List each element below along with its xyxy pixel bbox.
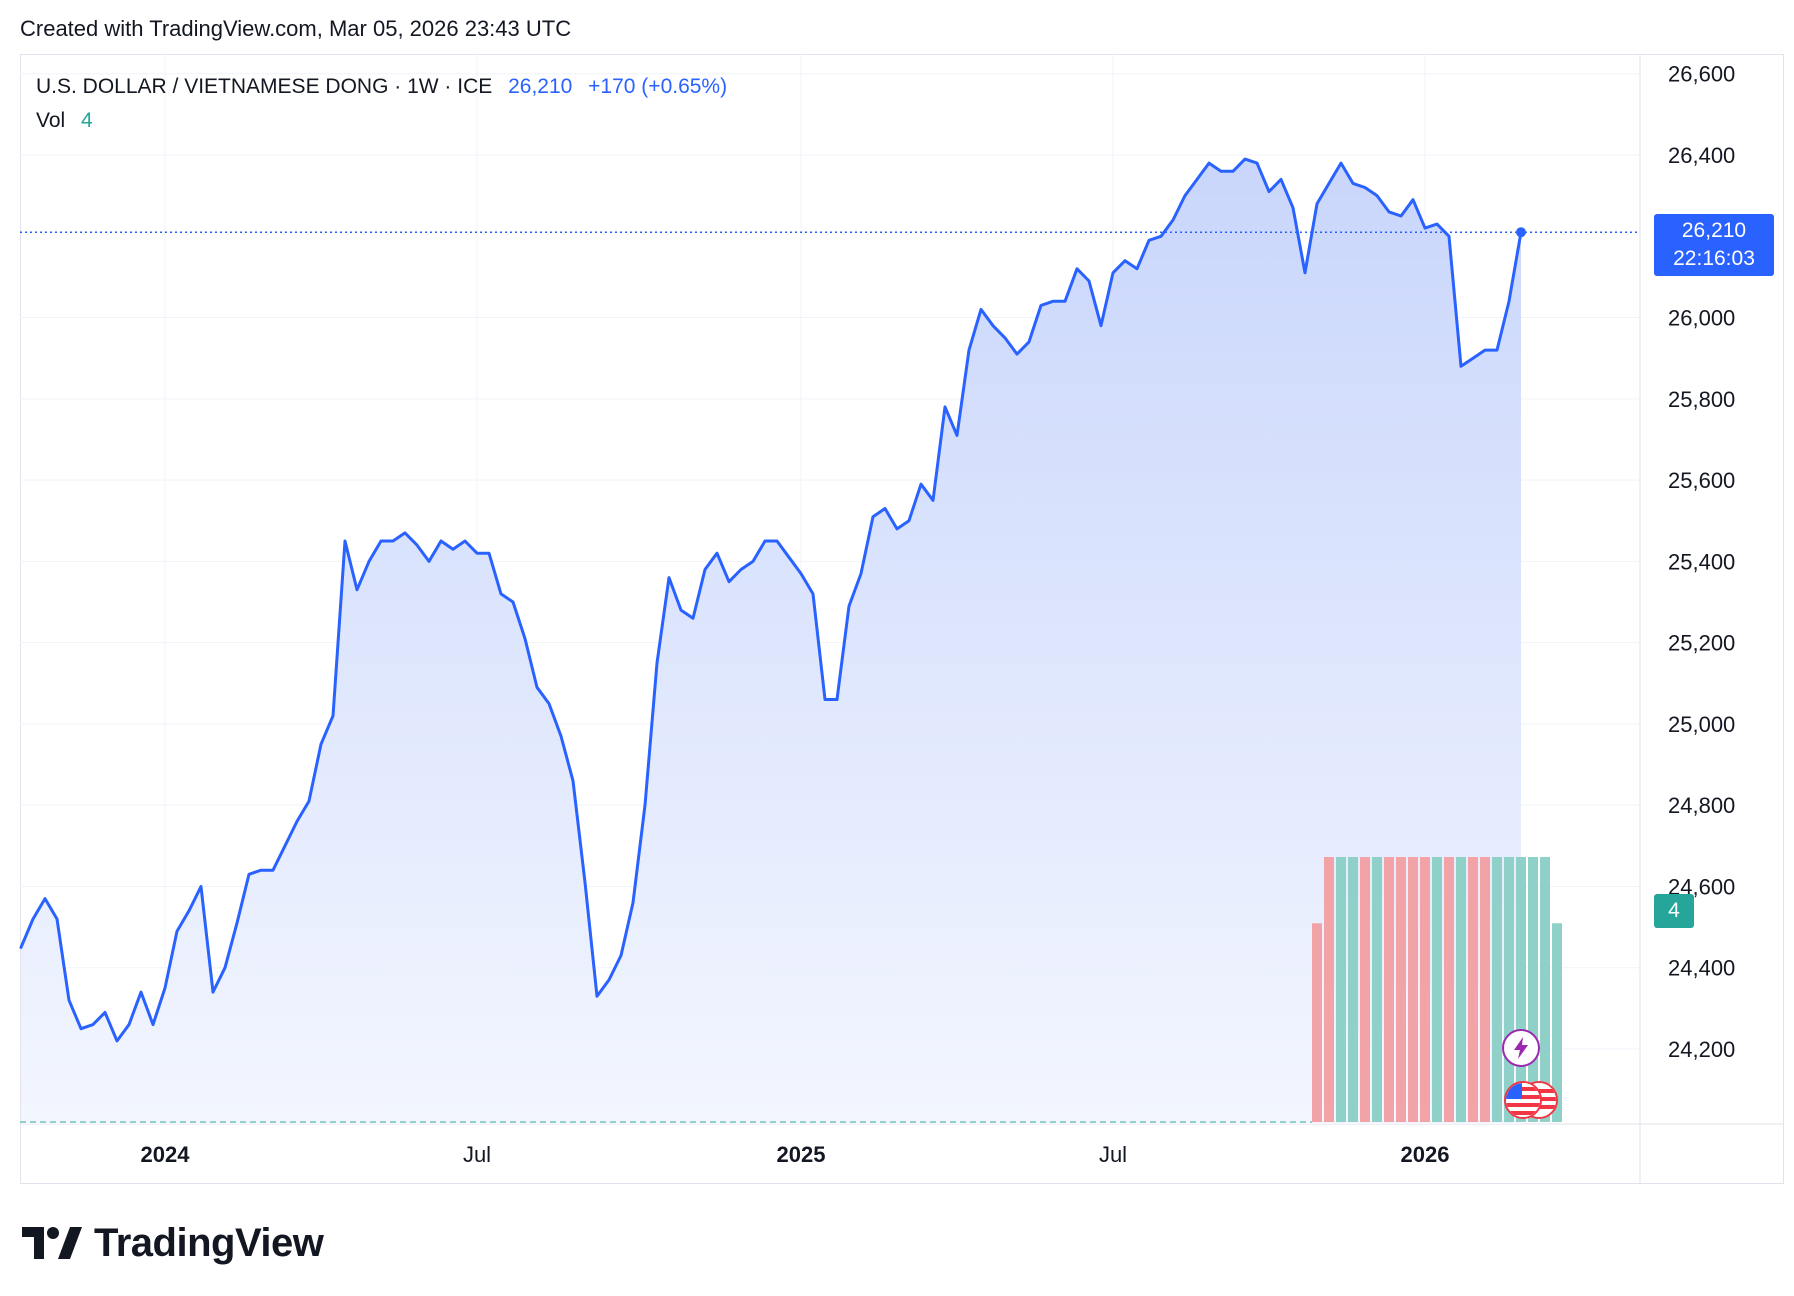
volume-bar [1540,857,1550,1122]
volume-badge: 4 [1654,894,1694,928]
volume-bar [1432,857,1442,1122]
tradingview-logo-text: TradingView [94,1220,324,1265]
lightning-icon-glyph [1514,1037,1528,1059]
lightning-event-icon[interactable] [1502,1029,1540,1067]
price-line [19,157,1523,1043]
us-flag-event-icon[interactable] [1504,1081,1542,1119]
chart-frame[interactable] [20,54,1784,1184]
volume-bar [1444,857,1454,1122]
y-tick-label: 24,800 [1668,793,1735,818]
y-tick-label: 25,400 [1668,549,1735,574]
volume-bar [1420,857,1430,1122]
x-tick-label: 2025 [777,1142,826,1167]
volume-bar [1528,857,1538,1122]
y-tick-label: 25,600 [1668,468,1735,493]
y-tick-label: 24,400 [1668,956,1735,981]
volume-bar [1408,857,1418,1122]
bar-countdown: 22:16:03 [1673,247,1755,270]
y-tick-label: 26,000 [1668,306,1735,331]
volume-bar [1384,857,1394,1122]
y-tick-label: 25,200 [1668,631,1735,656]
volume-bar [1336,857,1346,1122]
volume-bar [1324,857,1334,1122]
volume-bar [1492,857,1502,1122]
x-tick-label: Jul [463,1142,491,1167]
last-price-dot [1516,227,1526,238]
y-tick-label: 26,600 [1668,62,1735,87]
volume-bar [1396,857,1406,1122]
tradingview-logo[interactable]: TradingView [22,1218,324,1268]
last-price-value: 26,210 [508,75,573,98]
volume-bar [1360,857,1370,1122]
price-change-value: +170 (+0.65%) [588,75,728,98]
volume-label[interactable]: Vol [36,109,66,132]
y-tick-label: 25,000 [1668,712,1735,737]
volume-bar [1480,857,1490,1122]
x-tick-label: 2026 [1401,1142,1450,1167]
us-flag-icon [1506,1083,1540,1117]
chart-legend: U.S. DOLLAR / VIETNAMESE DONG · 1W · ICE… [36,70,727,138]
y-tick-label: 24,200 [1668,1037,1735,1062]
y-tick-label: 26,400 [1668,143,1735,168]
volume-bar [1552,923,1562,1122]
volume-bar [1504,857,1514,1122]
last-price-badge-value: 26,210 [1681,219,1747,242]
symbol-description[interactable]: U.S. DOLLAR / VIETNAMESE DONG · 1W · ICE [36,75,493,98]
volume-bar [1348,857,1358,1122]
volume-bar [1516,857,1526,1122]
x-tick-label: 2024 [141,1142,191,1167]
volume-bar [1456,857,1466,1122]
y-tick-label: 25,800 [1668,387,1735,412]
tradingview-logo-icon [22,1227,82,1259]
x-tick-label: Jul [1099,1142,1127,1167]
volume-bar [1372,857,1382,1122]
chart-created-caption: Created with TradingView.com, Mar 05, 20… [20,16,572,41]
volume-value: 4 [81,109,93,132]
volume-bar [1312,923,1322,1122]
last-price-badge: 26,210 22:16:03 [1654,214,1774,276]
price-area-fill [21,159,1521,1125]
volume-bar [1468,857,1478,1122]
